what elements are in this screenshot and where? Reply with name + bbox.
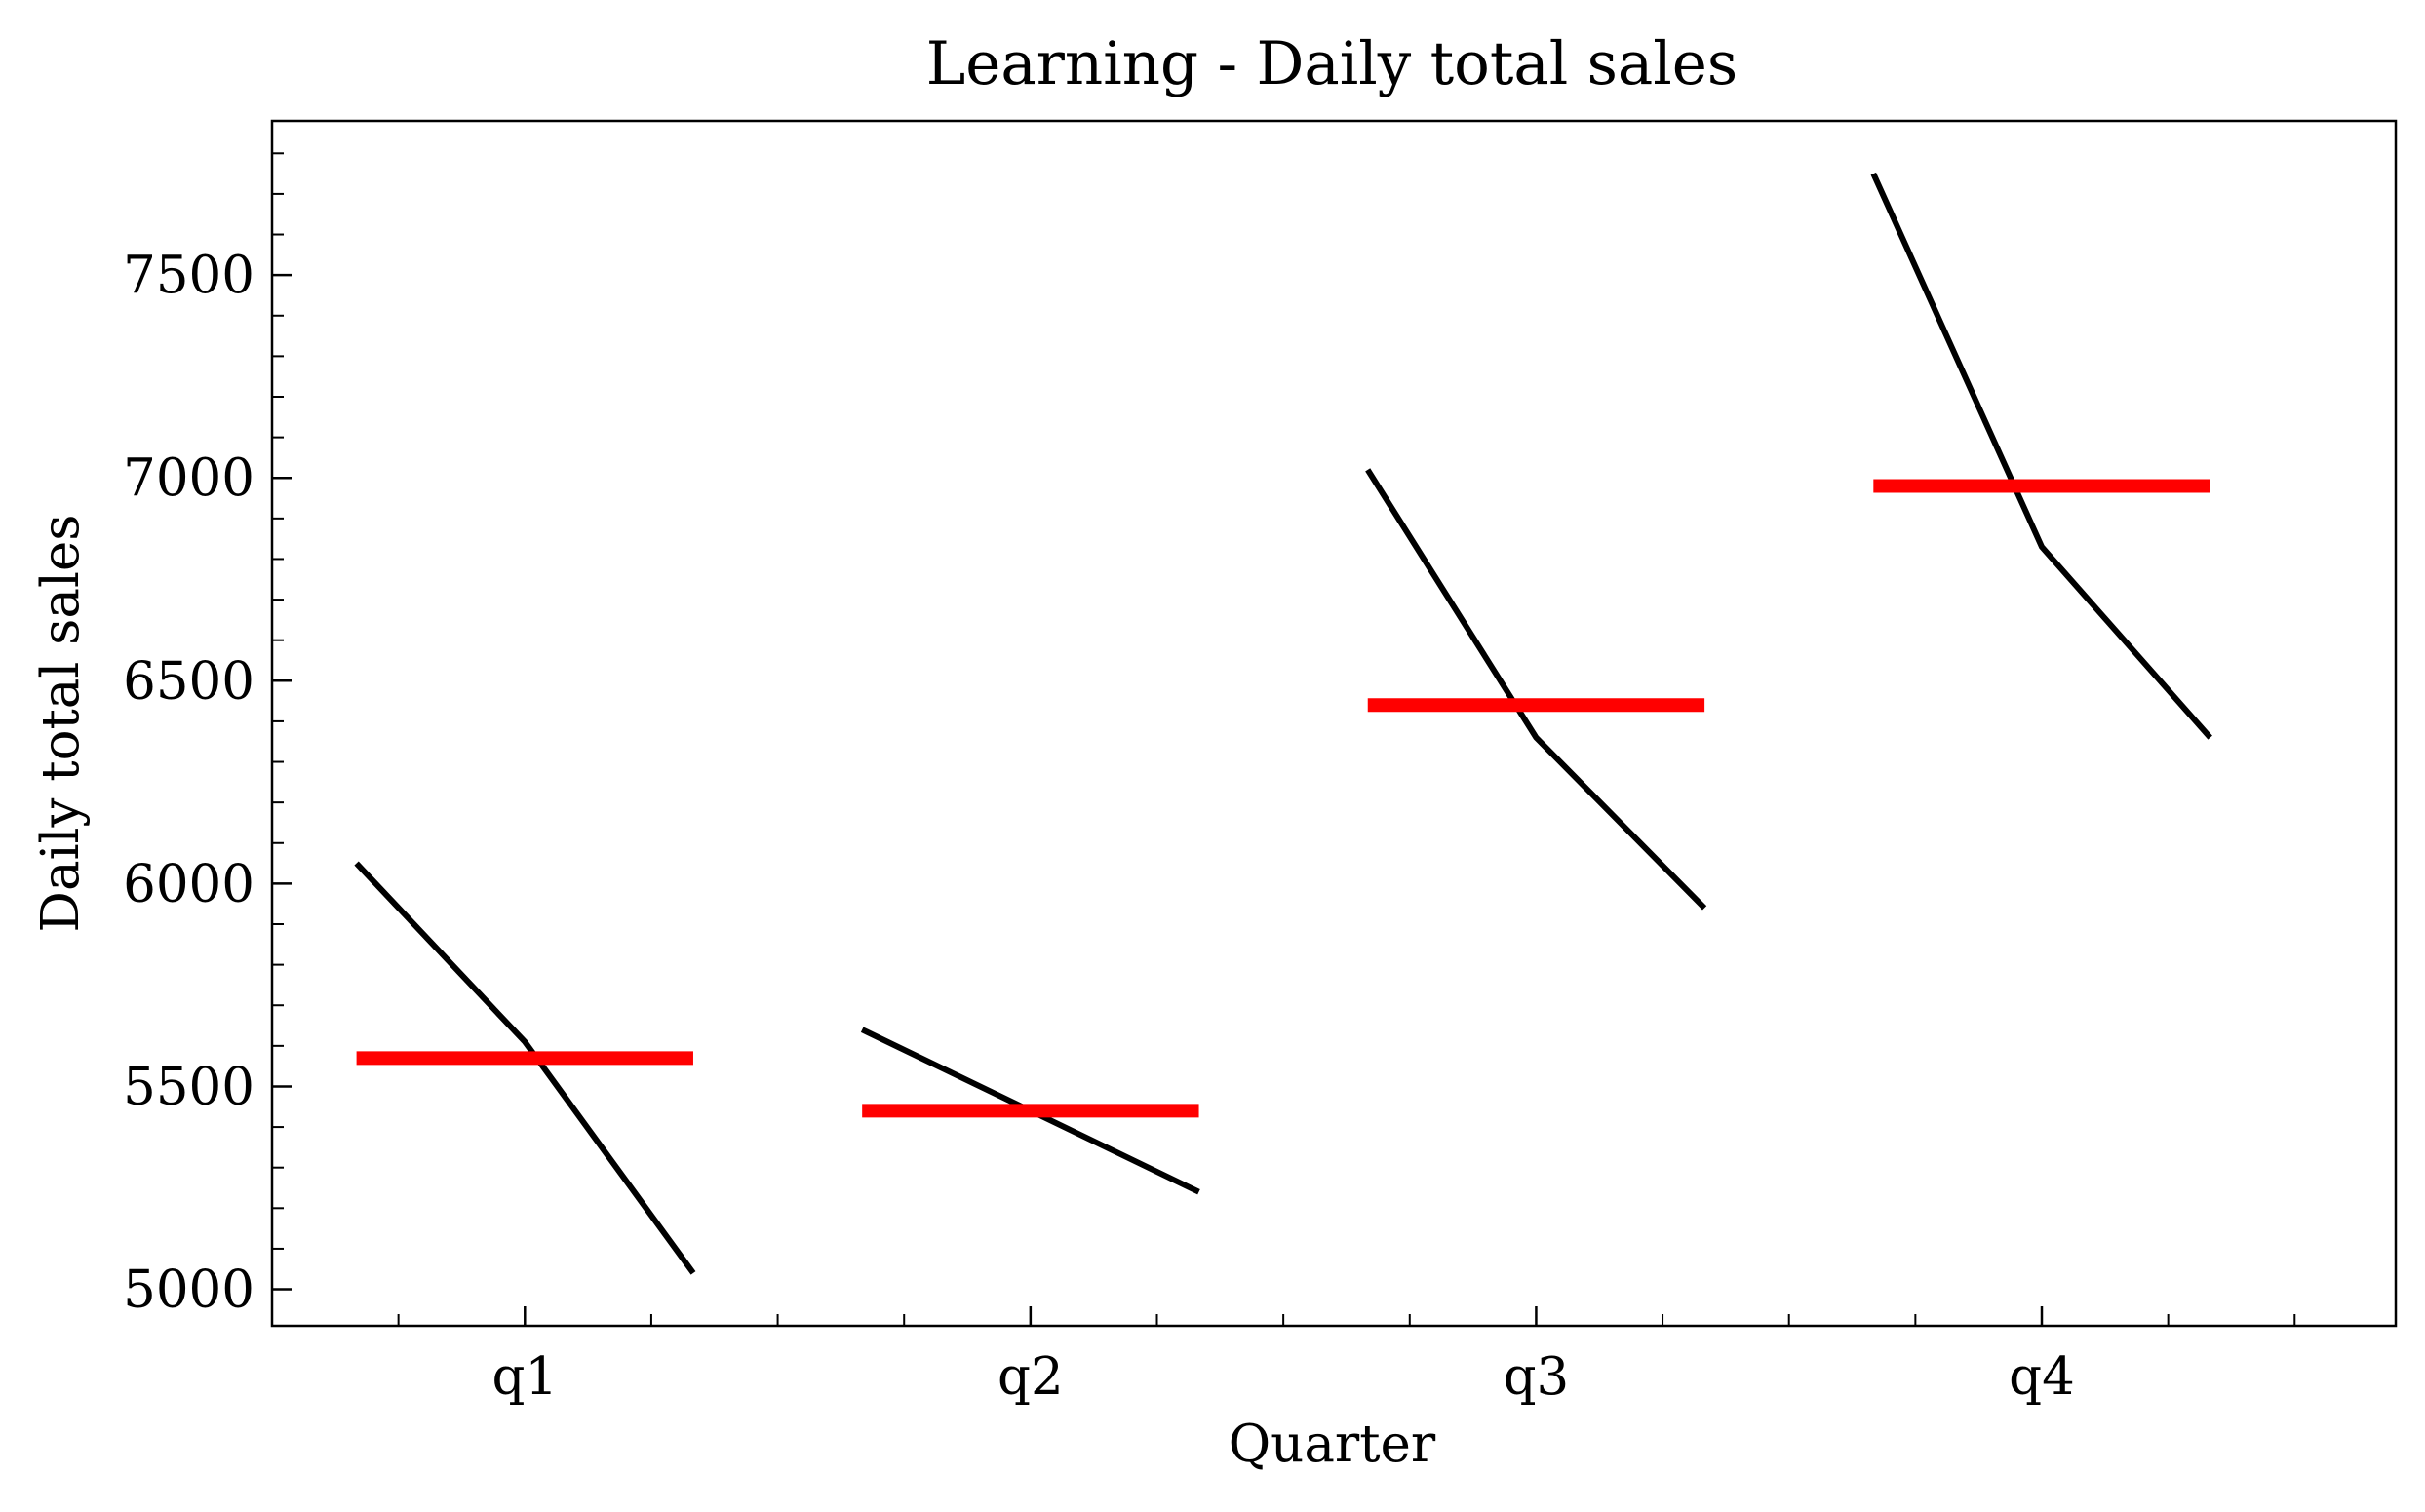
x-tick-label: q1 — [491, 1347, 558, 1407]
y-tick-label: 6500 — [123, 651, 254, 711]
subseries-line-q3 — [1365, 468, 1707, 911]
subseries-line-q1 — [354, 861, 696, 1275]
series-layer — [354, 172, 2212, 1275]
plot-frame — [270, 119, 2398, 1328]
x-tick-label: q4 — [2009, 1347, 2075, 1407]
x-tick-label: q2 — [997, 1347, 1064, 1407]
y-axis-label: Daily total sales — [31, 515, 91, 933]
x-axis-ticks: q1 q2 q3 q4 — [271, 1306, 2296, 1407]
subseries-line-q4 — [1870, 172, 2212, 740]
y-tick-label: 5500 — [123, 1057, 254, 1116]
x-tick-label: q3 — [1504, 1347, 1570, 1407]
y-tick-label: 7500 — [123, 246, 254, 305]
y-axis-ticks: 5000 5500 6000 6500 7000 7500 — [123, 152, 292, 1320]
y-tick-label: 7000 — [123, 448, 254, 508]
y-tick-label: 5000 — [123, 1260, 254, 1320]
x-axis-label: Quarter — [1229, 1415, 1436, 1474]
chart-title: Learning - Daily total sales — [926, 29, 1738, 98]
y-tick-label: 6000 — [123, 854, 254, 913]
